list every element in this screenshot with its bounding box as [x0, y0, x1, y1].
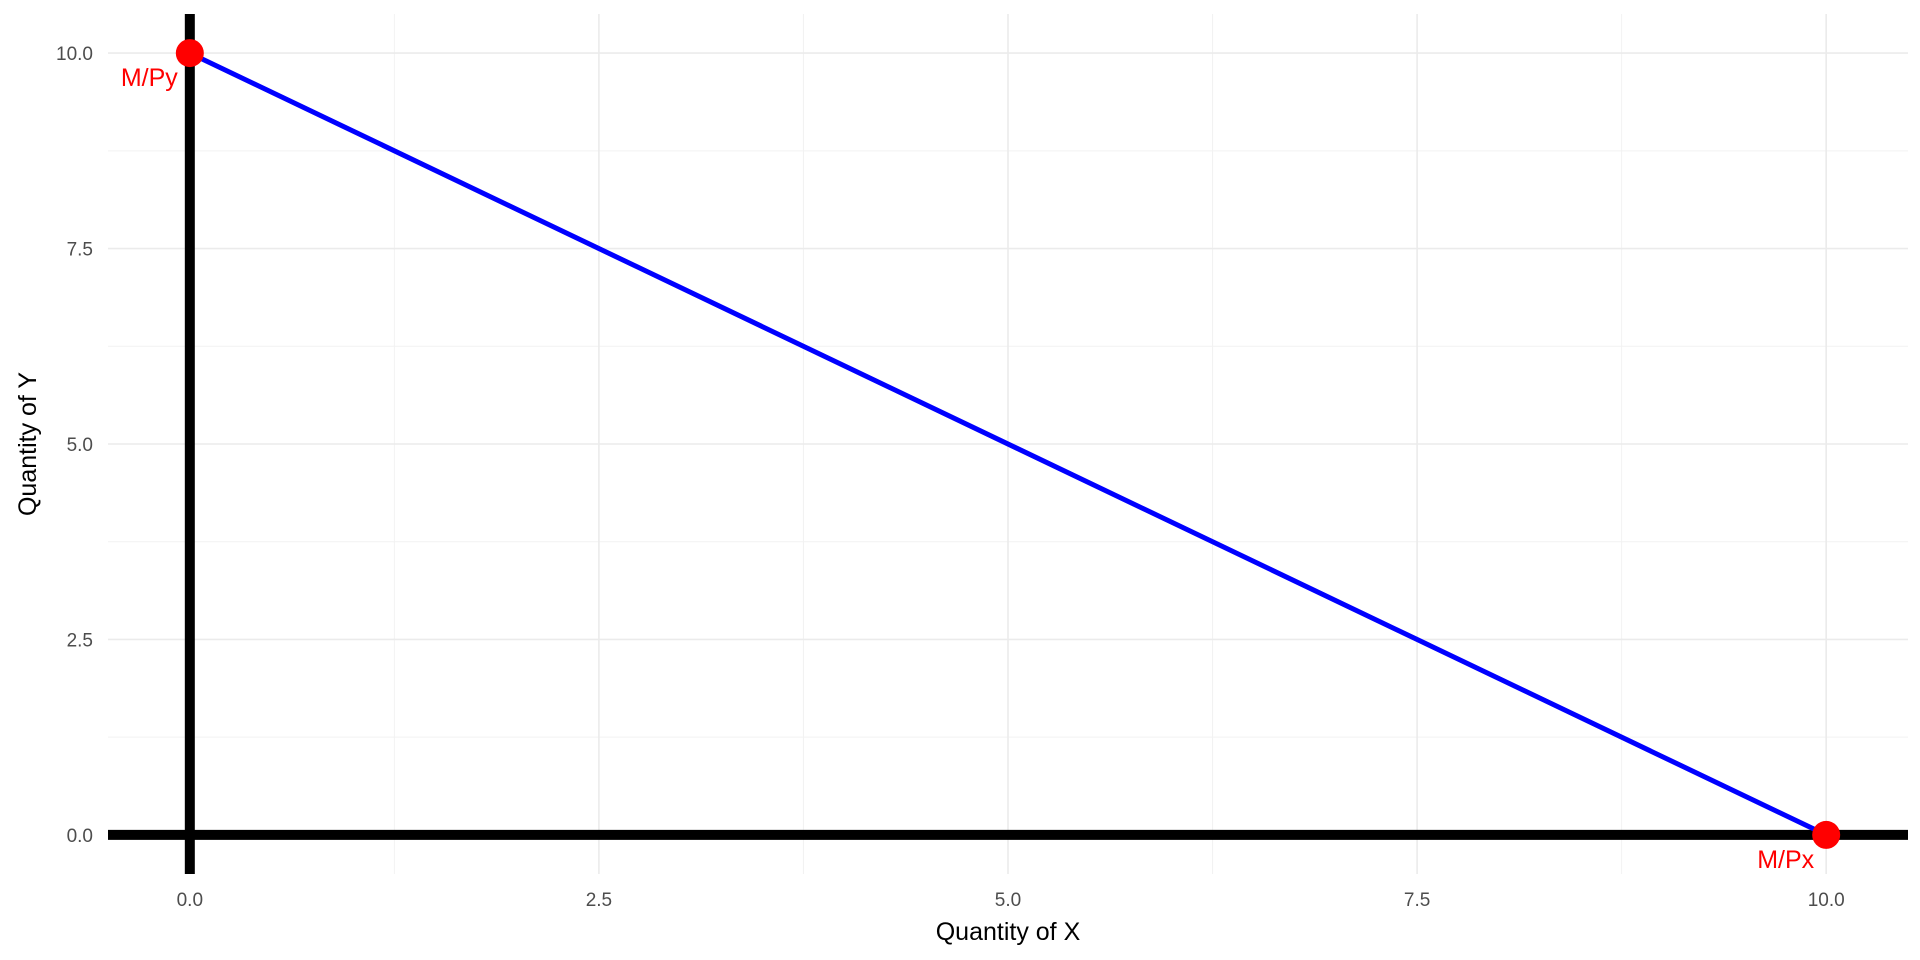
y-tick-label: 0.0	[67, 826, 93, 847]
tick-labels: 0.0 2.5 5.0 7.5 10.0 0.0 2.5 5.0 7.5 10.0	[56, 44, 1845, 911]
x-tick-label: 0.0	[177, 890, 203, 911]
point-label-m-px: M/Px	[1757, 846, 1814, 874]
y-tick-label: 5.0	[67, 435, 93, 456]
y-tick-label: 10.0	[56, 44, 93, 65]
x-tick-label: 2.5	[586, 890, 612, 911]
x-tick-label: 5.0	[995, 890, 1021, 911]
x-tick-label: 10.0	[1808, 890, 1845, 911]
x-axis-title: Quantity of X	[936, 918, 1081, 946]
point-m-py	[175, 39, 204, 68]
budget-line	[188, 50, 1828, 838]
y-tick-label: 7.5	[67, 240, 93, 261]
points-layer: M/Py M/Px	[121, 39, 1841, 874]
y-tick-label: 2.5	[67, 630, 93, 651]
point-m-px	[1812, 820, 1841, 849]
x-tick-label: 7.5	[1404, 890, 1430, 911]
reference-lines	[108, 14, 1908, 874]
y-axis-title: Quantity of Y	[14, 372, 42, 516]
point-label-m-py: M/Py	[121, 64, 178, 92]
series-layer	[188, 50, 1828, 838]
